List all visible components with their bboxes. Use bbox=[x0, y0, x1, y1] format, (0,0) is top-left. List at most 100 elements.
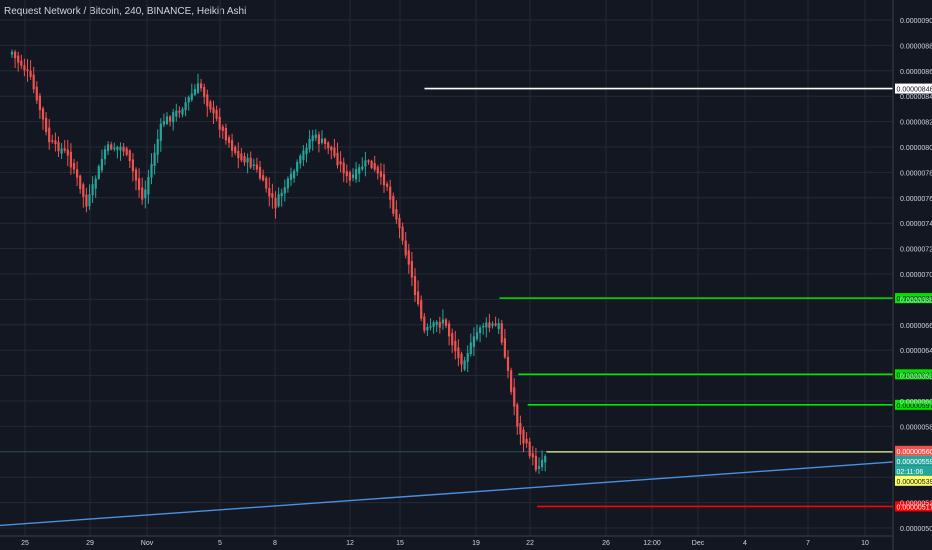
candle-body bbox=[14, 51, 17, 59]
x-tick-label: 5 bbox=[218, 540, 222, 547]
x-tick-label: 22 bbox=[526, 540, 534, 547]
price-badge-bg bbox=[895, 455, 932, 466]
candle-body bbox=[510, 370, 513, 392]
candle-body bbox=[103, 149, 107, 160]
candle-body bbox=[153, 152, 156, 166]
candle-body bbox=[541, 459, 544, 468]
candle-body bbox=[116, 146, 119, 150]
trendline[interactable] bbox=[0, 461, 894, 527]
candle-body bbox=[525, 438, 528, 444]
candle-body bbox=[17, 55, 20, 63]
candle-body bbox=[305, 147, 308, 155]
candle-body bbox=[41, 108, 45, 120]
candle-body bbox=[66, 149, 69, 156]
candle-body bbox=[122, 146, 125, 152]
candle-body bbox=[451, 333, 454, 346]
x-tick-label: 12 bbox=[346, 540, 354, 547]
x-tick-label: 29 bbox=[86, 540, 94, 547]
time-axis[interactable]: 25 29 Nov 5 8 12 15 19 22 26 12:00 Dec 4 7 10 bbox=[21, 540, 869, 547]
candle-body bbox=[401, 226, 404, 241]
candle-body bbox=[227, 137, 231, 143]
candle-body bbox=[172, 112, 175, 123]
x-tick-label: 19 bbox=[472, 540, 480, 547]
candle-body bbox=[165, 116, 169, 124]
candle-body bbox=[252, 164, 255, 167]
candle-body bbox=[370, 160, 373, 168]
candle-body bbox=[159, 123, 162, 141]
x-tick-label: 7 bbox=[806, 540, 810, 547]
candle-body bbox=[373, 163, 376, 170]
candle-body bbox=[94, 178, 97, 189]
candle-body bbox=[274, 197, 277, 209]
candle-body bbox=[203, 86, 206, 97]
candle-body bbox=[23, 65, 26, 71]
candle-body bbox=[243, 156, 246, 163]
candle-body bbox=[479, 327, 482, 334]
candle-body bbox=[448, 323, 451, 337]
candle-body bbox=[345, 171, 348, 177]
candle-body bbox=[246, 157, 249, 163]
candle-body bbox=[500, 323, 503, 343]
candle-body bbox=[460, 353, 463, 365]
candle-body bbox=[125, 148, 128, 155]
candle-body bbox=[494, 323, 497, 326]
candle-body bbox=[255, 164, 258, 170]
candle-body bbox=[218, 116, 221, 130]
candle-body bbox=[51, 140, 54, 142]
candle-body bbox=[364, 160, 367, 167]
level-label-bg bbox=[895, 293, 932, 304]
candle-body bbox=[48, 127, 51, 143]
candle-body bbox=[240, 153, 243, 161]
candle-body bbox=[187, 97, 190, 103]
candle-body bbox=[454, 340, 457, 352]
candle-body bbox=[200, 83, 203, 89]
candle-body bbox=[503, 338, 506, 358]
candle-body bbox=[330, 146, 333, 151]
candle-body bbox=[398, 217, 401, 229]
candle-body bbox=[100, 158, 103, 171]
candle-body bbox=[134, 169, 138, 181]
price-badge: 0.00000560 bbox=[897, 449, 932, 456]
candle-body bbox=[528, 441, 531, 457]
price-badge: 0.00000539 bbox=[897, 479, 932, 486]
candle-body bbox=[386, 183, 389, 187]
price-badge: 02:11:06 bbox=[897, 469, 924, 476]
candle-body bbox=[420, 300, 423, 319]
candle-body bbox=[178, 110, 181, 113]
candle-body bbox=[32, 74, 35, 90]
candle-body bbox=[234, 147, 237, 153]
price-badge: 0.00000559 bbox=[897, 459, 932, 466]
candle-body bbox=[271, 193, 274, 198]
x-tick-label: 25 bbox=[21, 540, 29, 547]
candle-body bbox=[389, 186, 392, 200]
candle-body bbox=[410, 261, 413, 278]
candle-body bbox=[82, 184, 85, 197]
candle-body bbox=[10, 51, 14, 55]
candle-body bbox=[181, 108, 184, 115]
candle-body bbox=[231, 140, 234, 151]
candle-body bbox=[150, 163, 153, 178]
candle-body bbox=[206, 94, 209, 107]
candle-body bbox=[491, 323, 494, 326]
candle-body bbox=[97, 166, 100, 179]
candle-body bbox=[339, 161, 342, 165]
candle-body bbox=[444, 319, 448, 326]
candle-body bbox=[138, 178, 141, 191]
level-label-bg bbox=[895, 369, 932, 380]
candle-body bbox=[308, 138, 311, 150]
candle-body bbox=[156, 139, 159, 155]
candle-body bbox=[506, 356, 510, 371]
candle-body bbox=[466, 353, 469, 362]
horizontal-lines[interactable]: 0.00000846 0.00000681 0.00000621 0.00000597… bbox=[0, 83, 932, 512]
candle-body bbox=[327, 142, 330, 149]
